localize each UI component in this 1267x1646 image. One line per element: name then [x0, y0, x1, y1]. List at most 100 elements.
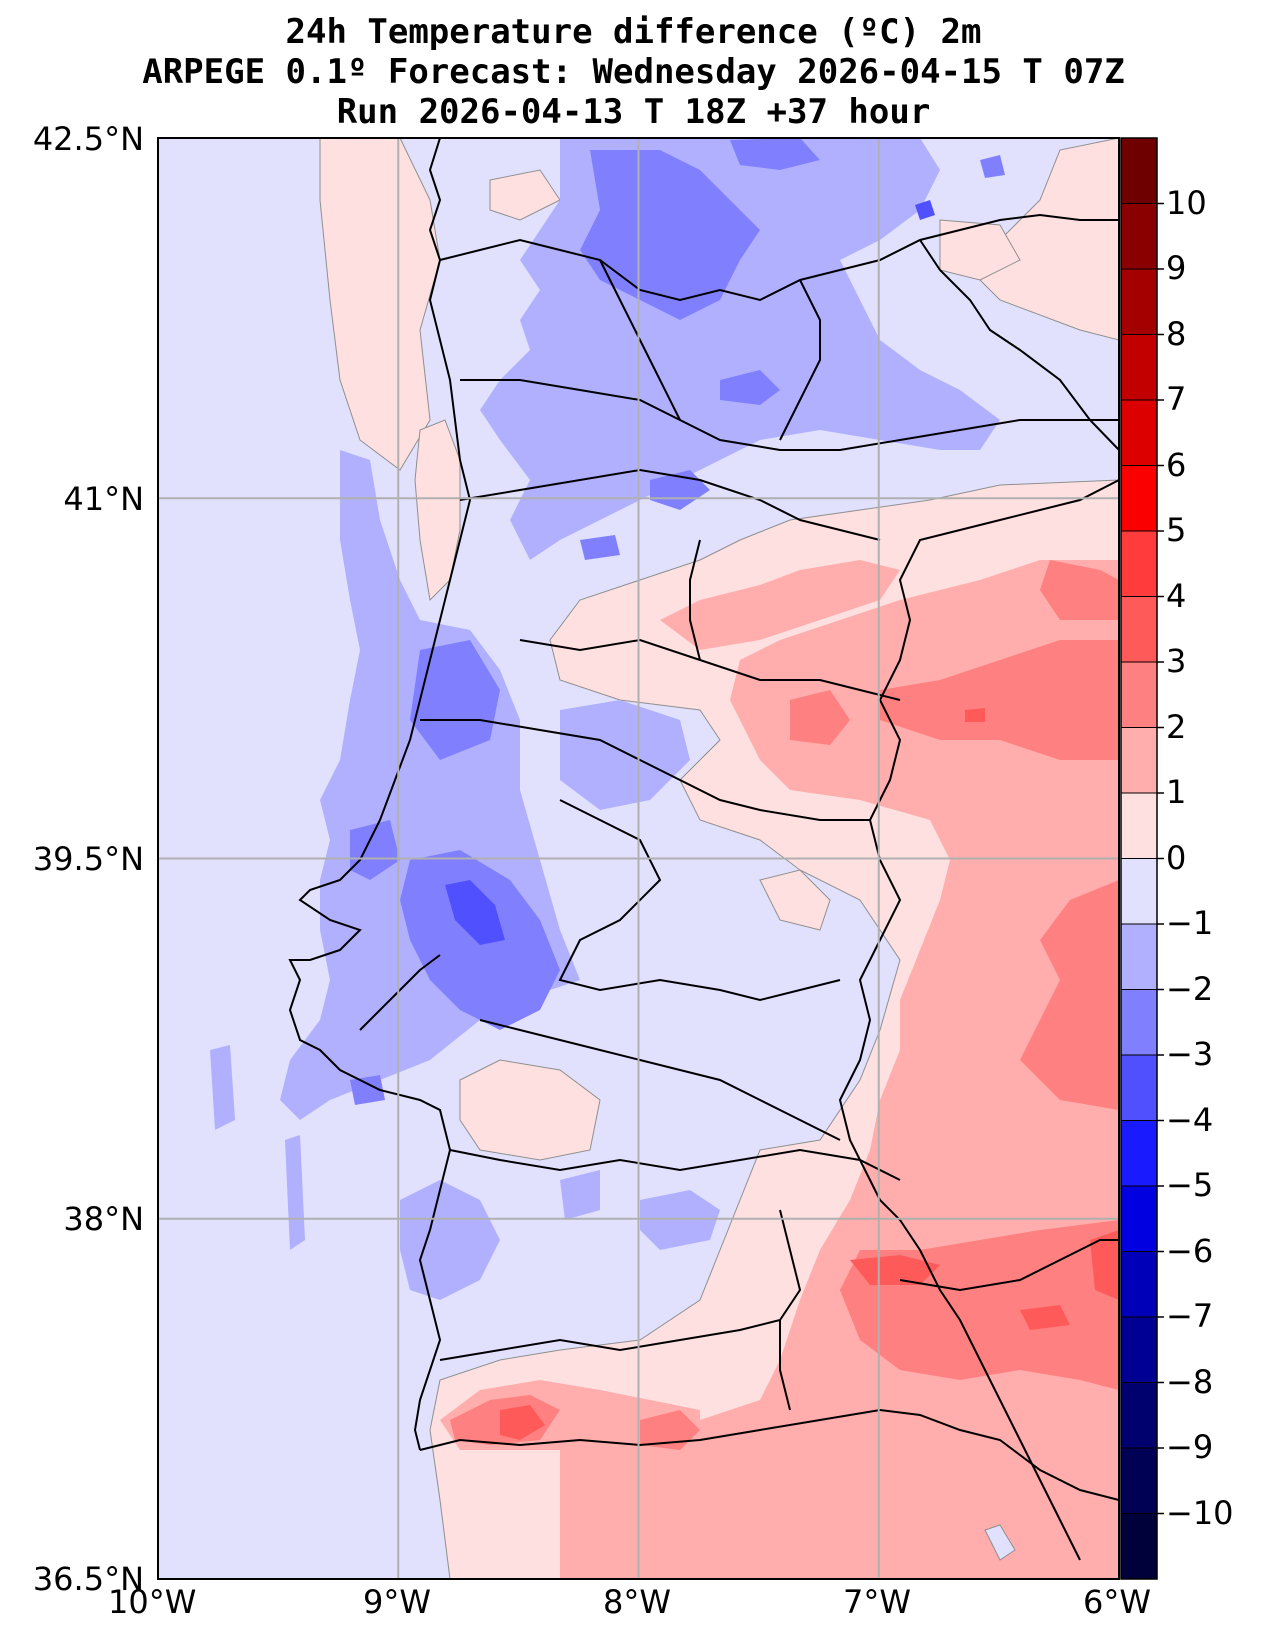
- field-warm-central-patch2: [759, 869, 831, 931]
- colorbar-level: [1121, 1055, 1157, 1121]
- colorbar-level: [1121, 400, 1157, 466]
- field-warm-3-4-a: [850, 1255, 940, 1285]
- colorbar: [1121, 138, 1164, 1579]
- field-cool-north-2-3e: [580, 535, 620, 560]
- colorbar-tick-label: −9: [1166, 1428, 1214, 1466]
- colorbar-tick-label: −4: [1166, 1100, 1214, 1139]
- district-line-10: [899, 1239, 1119, 1292]
- x-tick-label: 8°W: [603, 1583, 671, 1621]
- coastline-south: [419, 1408, 1119, 1501]
- district-line-1: [460, 379, 1119, 451]
- colorbar-tick-label: −7: [1166, 1297, 1214, 1335]
- field-warm-2-3-a: [880, 640, 1119, 760]
- graticule: [158, 138, 1119, 1579]
- field-warm-ne-patch: [939, 219, 1021, 281]
- colorbar-frame: [1120, 137, 1158, 1580]
- field-warm-3-4-e: [965, 708, 985, 722]
- field-cool-se-patch: [984, 1524, 1016, 1561]
- field-cool-west-1-2b: [400, 1180, 500, 1300]
- district-line-13: [689, 539, 701, 661]
- field-cool-sea-patch2: [285, 1135, 305, 1250]
- colorbar-tick-label: −2: [1166, 969, 1214, 1008]
- colorbar-tick-label: 8: [1166, 314, 1187, 353]
- field-cool-ne-2-3: [980, 155, 1005, 178]
- colorbar-level: [1121, 1382, 1157, 1448]
- colorbar-tick-label: 3: [1166, 642, 1187, 680]
- colorbar-tick-label: 2: [1166, 707, 1187, 746]
- colorbar-tick-label: 9: [1166, 249, 1187, 287]
- colorbar-level: [1121, 269, 1157, 335]
- field-cool-north-2-3c: [720, 370, 780, 405]
- x-tick-label: 7°W: [843, 1583, 911, 1621]
- district-line-4: [420, 719, 870, 821]
- field-warm-2-3-g: [1040, 560, 1119, 620]
- colorbar-level: [1121, 1513, 1157, 1579]
- colorbar-tick-label: −10: [1166, 1493, 1234, 1532]
- colorbar-level: [1121, 793, 1157, 859]
- field-cool-west-2-3c: [350, 1075, 385, 1105]
- colorbar-level: [1121, 334, 1157, 400]
- field-warm-north-patch: [489, 169, 561, 221]
- field-warm-coast-north: [319, 138, 441, 471]
- field-warm-2-3-b: [790, 690, 850, 745]
- y-tick-label: 42.5°N: [32, 120, 144, 158]
- colorbar-level: [1121, 1448, 1157, 1514]
- district-line-7: [449, 1148, 901, 1181]
- colorbar-level: [1121, 1317, 1157, 1383]
- field-cool-west-1-2c: [560, 700, 690, 810]
- field-warm-2-3-c: [1020, 880, 1119, 1110]
- district-line-9: [779, 1320, 791, 1411]
- field-warm-central-patch: [459, 1059, 601, 1161]
- field-cool-west-1-2d: [640, 1190, 720, 1250]
- colorbar-level: [1121, 203, 1157, 269]
- colorbar-level: [1121, 989, 1157, 1055]
- colorbar-level: [1121, 531, 1157, 597]
- y-tick-label: 38°N: [63, 1200, 144, 1238]
- field-cool-north-3-4: [915, 200, 935, 220]
- field-cool-sea-patch: [210, 1045, 235, 1130]
- field-cool-west-2-3: [410, 640, 500, 760]
- colorbar-level: [1121, 924, 1157, 990]
- district-line-5: [558, 799, 841, 1002]
- tagus-estuary: [359, 954, 441, 1031]
- border-north: [439, 213, 1119, 302]
- colorbar-tick-label: −6: [1166, 1231, 1214, 1270]
- colorbar-tick-label: 5: [1166, 511, 1187, 549]
- colorbar-tick-label: −8: [1166, 1362, 1214, 1401]
- colorbar-tick-label: 7: [1166, 380, 1187, 418]
- field-warm-3-4-b: [1090, 1230, 1119, 1300]
- colorbar-level: [1121, 138, 1157, 204]
- plot-frame: [157, 137, 1120, 1580]
- colorbar-level: [1121, 1251, 1157, 1317]
- field-cool-west-2-3b: [350, 820, 400, 880]
- colorbar-level: [1121, 1120, 1157, 1186]
- colorbar-tick-label: −1: [1166, 904, 1214, 942]
- map-title-line-2: ARPEGE 0.1º Forecast: Wednesday 2026-04-…: [142, 52, 1125, 92]
- colorbar-level: [1121, 858, 1157, 924]
- y-tick-label: 41°N: [63, 480, 144, 518]
- x-tick-label: 9°W: [363, 1583, 431, 1621]
- colorbar-tick-label: −3: [1166, 1035, 1214, 1073]
- map-title-line-1: 24h Temperature difference (ºC) 2m: [285, 12, 982, 52]
- field-warm-mid-1-2: [660, 560, 900, 650]
- district-line-2: [459, 468, 881, 541]
- field-cool-lisbon-3-4: [445, 880, 505, 945]
- x-tick-label: 10°W: [108, 1583, 197, 1621]
- y-tick-label: 36.5°N: [32, 1560, 144, 1598]
- district-line-6: [479, 1019, 841, 1141]
- district-line-3: [519, 638, 901, 701]
- colorbar-tick-label: −5: [1166, 1166, 1214, 1204]
- field-warm-3-4-d: [1020, 1305, 1070, 1330]
- colorbar-level: [1121, 1186, 1157, 1252]
- colorbar-level: [1121, 596, 1157, 662]
- x-tick-label: 6°W: [1083, 1583, 1151, 1621]
- colorbar-tick-label: 10: [1166, 183, 1207, 222]
- colorbar-level: [1121, 465, 1157, 531]
- colorbar-tick-label: 6: [1166, 445, 1187, 484]
- field-cool-west-1-2e: [560, 1170, 600, 1220]
- map-title-line-3: Run 2026-04-13 T 18Z +37 hour: [336, 92, 931, 132]
- colorbar-level: [1121, 662, 1157, 728]
- coastline-west: [288, 138, 472, 1451]
- coastline-borders: [288, 138, 1119, 1561]
